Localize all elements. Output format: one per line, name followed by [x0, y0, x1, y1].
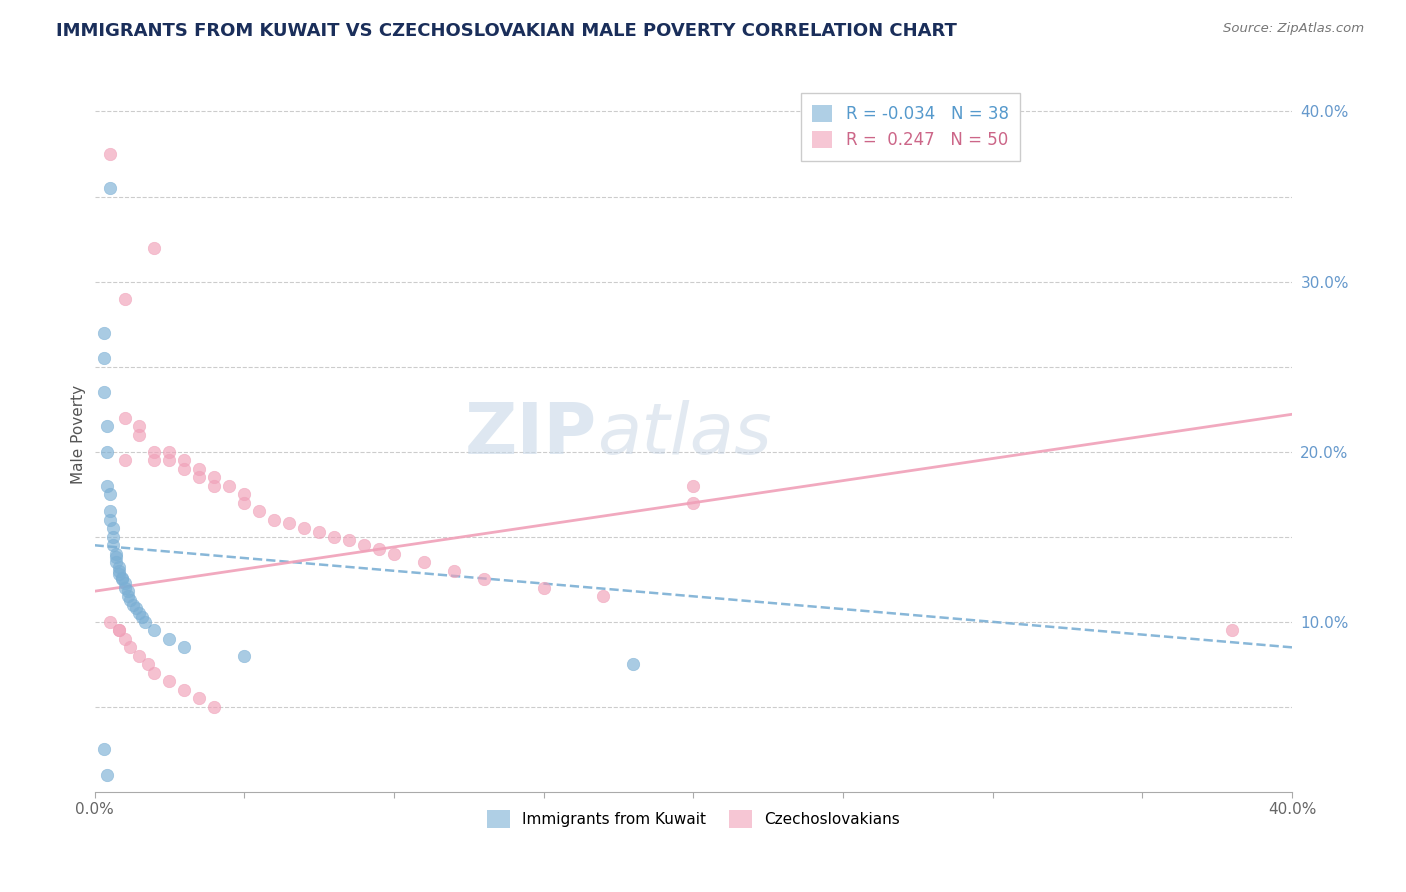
Point — [114, 581, 136, 595]
Point — [120, 640, 142, 655]
Point — [592, 590, 614, 604]
Point — [292, 521, 315, 535]
Point — [157, 453, 180, 467]
Point — [110, 571, 132, 585]
Point — [128, 648, 150, 663]
Point — [96, 444, 118, 458]
Point — [173, 682, 195, 697]
Legend: Immigrants from Kuwait, Czechoslovakians: Immigrants from Kuwait, Czechoslovakians — [481, 804, 905, 834]
Point — [120, 592, 142, 607]
Point — [128, 607, 150, 621]
Point — [128, 419, 150, 434]
Point — [117, 590, 139, 604]
Point — [682, 496, 704, 510]
Point — [143, 241, 166, 255]
Point — [107, 624, 129, 638]
Point — [263, 513, 285, 527]
Point — [308, 524, 330, 539]
Point — [93, 742, 115, 756]
Point — [443, 564, 465, 578]
Point — [98, 504, 121, 518]
Point — [114, 575, 136, 590]
Point — [143, 444, 166, 458]
Point — [337, 533, 360, 548]
Point — [93, 326, 115, 340]
Point — [134, 615, 156, 629]
Point — [233, 648, 256, 663]
Text: ZIP: ZIP — [465, 401, 598, 469]
Point — [98, 487, 121, 501]
Point — [117, 584, 139, 599]
Point — [353, 538, 375, 552]
Point — [110, 572, 132, 586]
Point — [323, 530, 346, 544]
Point — [98, 181, 121, 195]
Point — [98, 615, 121, 629]
Point — [412, 555, 434, 569]
Point — [107, 567, 129, 582]
Point — [114, 632, 136, 646]
Point — [107, 624, 129, 638]
Point — [188, 691, 211, 706]
Text: IMMIGRANTS FROM KUWAIT VS CZECHOSLOVAKIAN MALE POVERTY CORRELATION CHART: IMMIGRANTS FROM KUWAIT VS CZECHOSLOVAKIA… — [56, 22, 957, 40]
Point — [173, 640, 195, 655]
Point — [107, 564, 129, 578]
Point — [143, 665, 166, 680]
Point — [533, 581, 555, 595]
Point — [278, 516, 301, 531]
Point — [114, 453, 136, 467]
Point — [173, 453, 195, 467]
Point — [104, 547, 127, 561]
Text: Source: ZipAtlas.com: Source: ZipAtlas.com — [1223, 22, 1364, 36]
Point — [202, 470, 225, 484]
Point — [107, 560, 129, 574]
Point — [188, 461, 211, 475]
Point — [96, 479, 118, 493]
Point — [247, 504, 270, 518]
Point — [233, 487, 256, 501]
Point — [202, 699, 225, 714]
Point — [623, 657, 645, 672]
Point — [173, 461, 195, 475]
Point — [218, 479, 240, 493]
Point — [101, 521, 124, 535]
Point — [682, 479, 704, 493]
Point — [98, 147, 121, 161]
Point — [96, 768, 118, 782]
Point — [101, 530, 124, 544]
Point — [368, 541, 391, 556]
Point — [114, 410, 136, 425]
Point — [93, 351, 115, 366]
Point — [202, 479, 225, 493]
Point — [125, 601, 148, 615]
Point — [143, 453, 166, 467]
Point — [138, 657, 160, 672]
Point — [157, 674, 180, 689]
Point — [114, 292, 136, 306]
Point — [122, 598, 145, 612]
Point — [188, 470, 211, 484]
Point — [104, 550, 127, 565]
Point — [104, 555, 127, 569]
Point — [382, 547, 405, 561]
Point — [93, 385, 115, 400]
Y-axis label: Male Poverty: Male Poverty — [72, 385, 86, 484]
Point — [128, 427, 150, 442]
Point — [472, 572, 495, 586]
Point — [233, 496, 256, 510]
Point — [96, 419, 118, 434]
Point — [101, 538, 124, 552]
Point — [157, 444, 180, 458]
Point — [157, 632, 180, 646]
Point — [1220, 624, 1243, 638]
Text: atlas: atlas — [598, 401, 772, 469]
Point — [98, 513, 121, 527]
Point — [143, 624, 166, 638]
Point — [131, 609, 153, 624]
